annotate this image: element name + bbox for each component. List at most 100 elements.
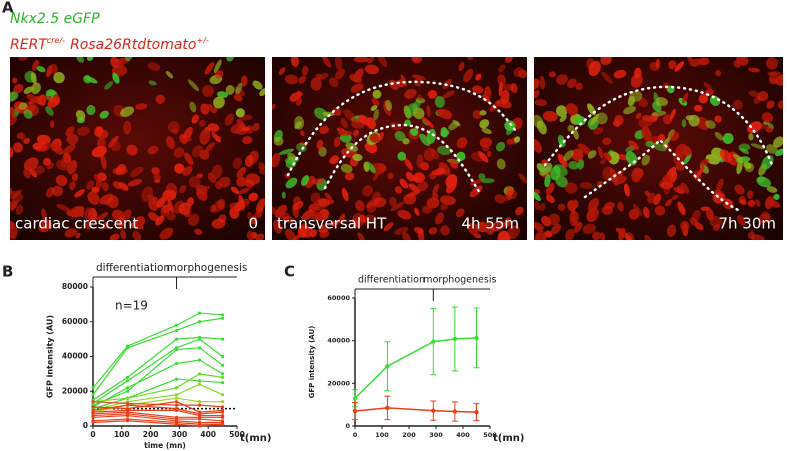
cell: [147, 62, 161, 71]
point: [221, 415, 225, 419]
cell: [440, 225, 450, 236]
cell: [403, 157, 413, 171]
cell: [397, 209, 412, 220]
cell: [642, 206, 650, 219]
cell: [766, 100, 775, 109]
cell: [505, 57, 514, 64]
cell: [463, 68, 474, 83]
cell: [455, 208, 465, 217]
cell: [555, 105, 568, 117]
x-tick-label: 300: [429, 431, 443, 439]
cell: [211, 107, 218, 114]
cell: [352, 218, 359, 228]
annotation: n=19: [115, 299, 148, 313]
cell: [637, 97, 648, 108]
cell: [765, 57, 778, 70]
cell: [10, 187, 13, 195]
cells: [534, 57, 783, 240]
cell: [255, 198, 265, 213]
cell: [272, 205, 278, 216]
cell: [593, 127, 604, 135]
cell: [627, 95, 635, 107]
outline: [543, 85, 774, 167]
point: [174, 400, 179, 404]
cell: [127, 179, 142, 187]
cell: [480, 178, 495, 184]
cell: [713, 223, 720, 231]
cell: [597, 146, 604, 159]
cell: [671, 194, 679, 200]
cell: [700, 206, 710, 211]
cell: [278, 67, 286, 75]
point: [174, 393, 179, 397]
cell: [91, 145, 107, 158]
cell: [680, 220, 690, 232]
cell: [12, 77, 18, 84]
cell: [370, 104, 378, 112]
cell: [241, 126, 251, 132]
cell: [405, 171, 415, 182]
cell: [427, 89, 438, 99]
cell: [486, 150, 492, 158]
x-axis-label: time (mn): [144, 441, 186, 450]
cell: [419, 133, 431, 146]
cell: [148, 80, 157, 86]
cell: [567, 78, 577, 89]
cell: [608, 151, 620, 165]
series-line: [92, 317, 223, 396]
phase-label: differentiation: [358, 275, 425, 286]
cell: [10, 147, 14, 158]
cell: [246, 230, 255, 240]
cell: [18, 57, 29, 61]
cell: [310, 211, 325, 222]
point: [91, 415, 95, 419]
image-caption: transversal HT: [277, 215, 387, 233]
cell: [575, 82, 583, 91]
cell: [417, 181, 429, 192]
cell: [709, 215, 723, 228]
genotype-sup: cre/-: [47, 36, 65, 45]
cells: [10, 57, 265, 240]
cell: [74, 189, 85, 198]
x-tick-label: 400: [200, 430, 216, 439]
point: [221, 400, 225, 404]
cell: [765, 125, 774, 133]
point: [221, 380, 225, 385]
cell: [296, 142, 307, 153]
cell: [322, 111, 335, 117]
y-tick-label: 0: [345, 422, 350, 430]
cell: [224, 113, 235, 126]
cell: [30, 72, 37, 85]
cell: [213, 96, 225, 109]
cell: [550, 224, 562, 235]
cell: [216, 91, 229, 98]
cell: [120, 229, 127, 240]
cell: [698, 57, 710, 66]
cell: [568, 160, 579, 170]
cell: [641, 126, 652, 142]
cell: [440, 127, 448, 138]
cell: [352, 153, 363, 162]
cell: [432, 183, 440, 195]
cell: [315, 73, 323, 80]
cell: [556, 74, 568, 85]
cell: [603, 152, 612, 161]
cell: [284, 74, 299, 85]
x-tick-label: 0: [353, 431, 358, 439]
image-caption: 7h 30m: [718, 215, 776, 233]
cell: [479, 137, 492, 148]
cell: [125, 57, 133, 61]
cell: [757, 91, 769, 102]
cell: [544, 174, 551, 188]
cell: [49, 63, 58, 75]
cell: [553, 164, 568, 177]
image-caption: 4h 55m: [461, 215, 519, 233]
cell: [577, 143, 592, 155]
cell: [52, 185, 63, 197]
cell: [272, 153, 281, 168]
cell: [571, 148, 584, 162]
cell: [623, 106, 636, 115]
cell: [673, 187, 685, 195]
cell: [340, 117, 348, 129]
outline: [286, 80, 517, 177]
